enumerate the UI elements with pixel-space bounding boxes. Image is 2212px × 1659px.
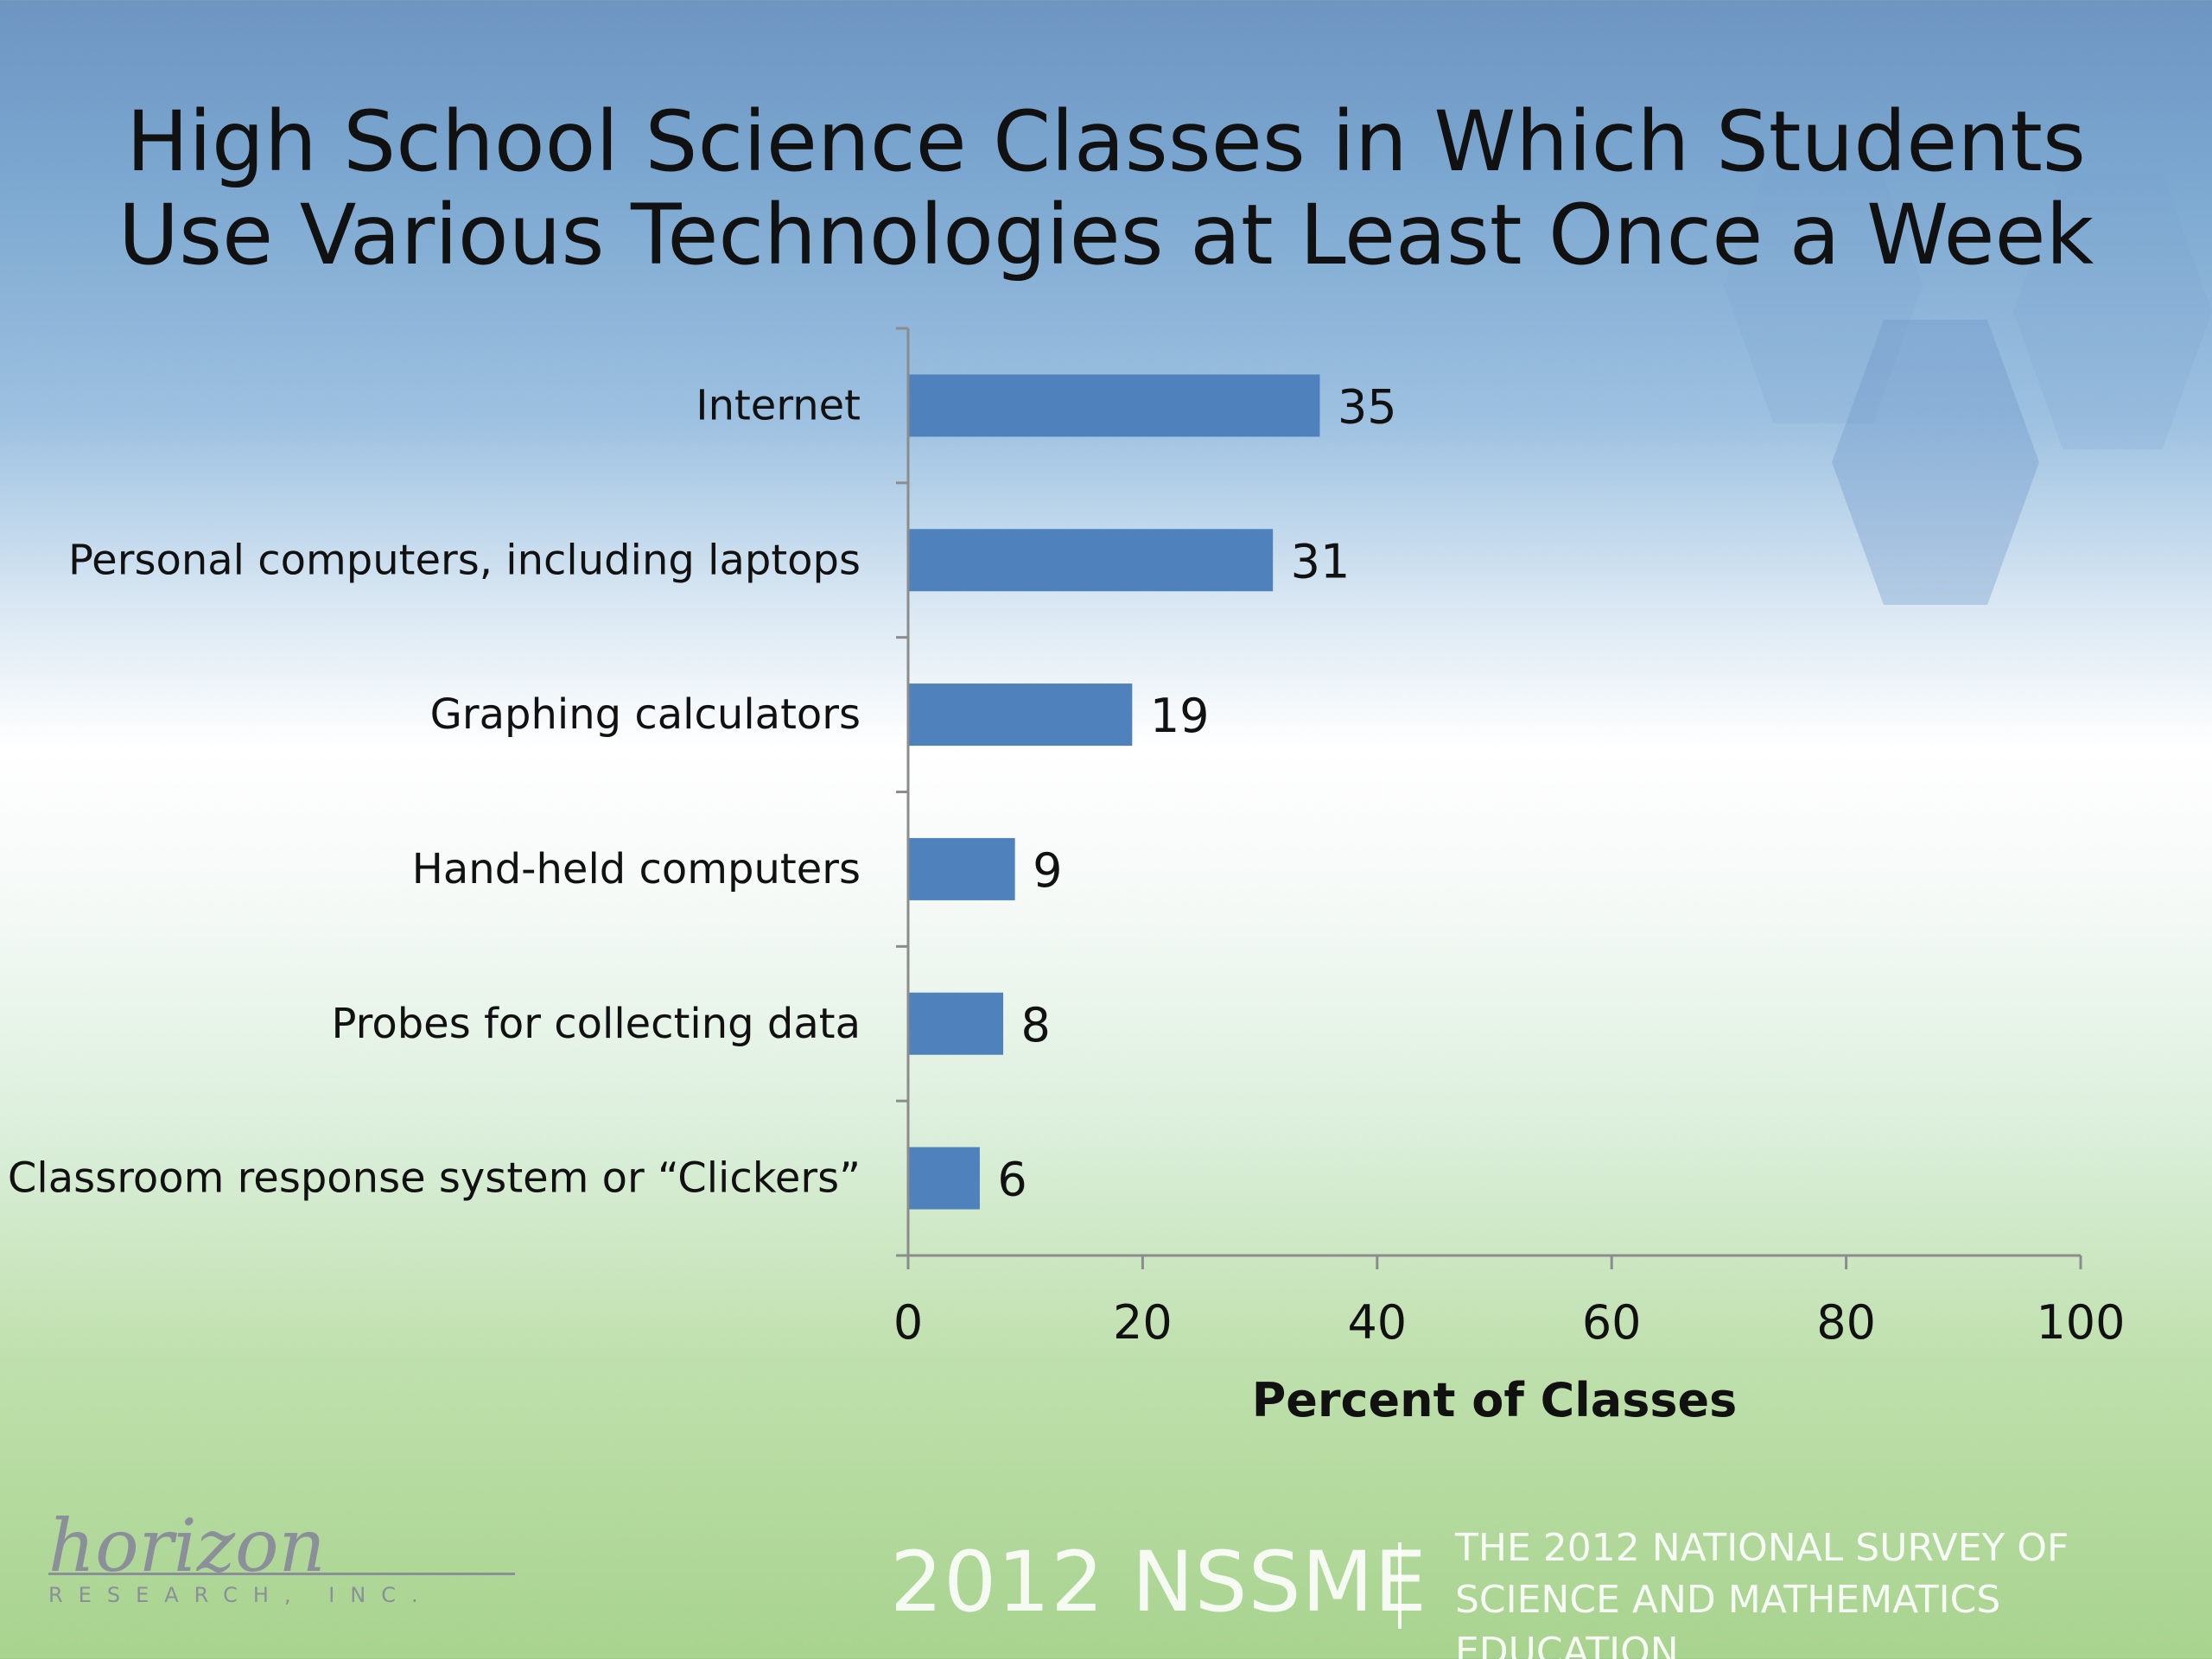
chart-title: High School Science Classes in Which Stu… (0, 95, 2212, 282)
category-label: Internet (696, 381, 861, 429)
logo-wordmark: horizon (48, 1503, 326, 1588)
data-label: 35 (1338, 379, 1397, 434)
bar (909, 374, 1320, 437)
x-tick-label: 40 (1347, 1295, 1407, 1350)
footer-survey-line-2: SCIENCE AND MATHEMATICS EDUCATION (1455, 1578, 2001, 1659)
footer-survey-title: THE 2012 NATIONAL SURVEY OF SCIENCE AND … (1455, 1522, 2212, 1659)
footer-nssme: 2012 NSSME (890, 1534, 1427, 1630)
bar (909, 837, 1015, 900)
x-tick-label: 80 (1816, 1295, 1876, 1350)
data-label: 19 (1150, 689, 1210, 743)
category-label: Probes for collecting data (332, 1000, 861, 1048)
decorative-hexagon (1832, 320, 2039, 605)
data-label: 31 (1291, 534, 1351, 588)
data-label: 8 (1021, 998, 1051, 1052)
chart-title-line-1: High School Science Classes in Which Stu… (126, 93, 2086, 190)
x-tick-label: 60 (1582, 1295, 1642, 1350)
category-label: Graphing calculators (430, 690, 861, 739)
bar-chart: 0 20 40 60 80 100 35 Internet 31 Personal compute… (8, 327, 2126, 1427)
logo-underline (48, 1573, 515, 1575)
horizon-research-logo: horizon RESEARCH, INC. (45, 1503, 529, 1633)
chart-title-line-2: Use Various Technologies at Least Once a… (118, 187, 2094, 283)
bar (909, 992, 1004, 1055)
category-label: Classroom response system or “Clickers” (8, 1154, 861, 1203)
x-tick-label: 20 (1113, 1295, 1173, 1350)
x-tick-label: 100 (2036, 1295, 2125, 1350)
category-label: Hand-held computers (412, 845, 861, 893)
bar (909, 1147, 980, 1210)
data-label: 9 (1033, 843, 1062, 898)
x-tick-label: 0 (893, 1295, 923, 1350)
chart-plot-area: 0 20 40 60 80 100 35 Internet 31 Personal compute… (8, 327, 2126, 1427)
bar (909, 683, 1133, 747)
x-axis-title: Percent of Classes (1252, 1373, 1738, 1427)
data-label: 6 (997, 1153, 1027, 1207)
footer-separator (1398, 1542, 1402, 1629)
footer-survey-line-1: THE 2012 NATIONAL SURVEY OF (1455, 1526, 2069, 1570)
bar (909, 529, 1274, 592)
category-label: Personal computers, including laptops (68, 536, 861, 584)
logo-subtitle: RESEARCH, INC. (48, 1583, 434, 1607)
